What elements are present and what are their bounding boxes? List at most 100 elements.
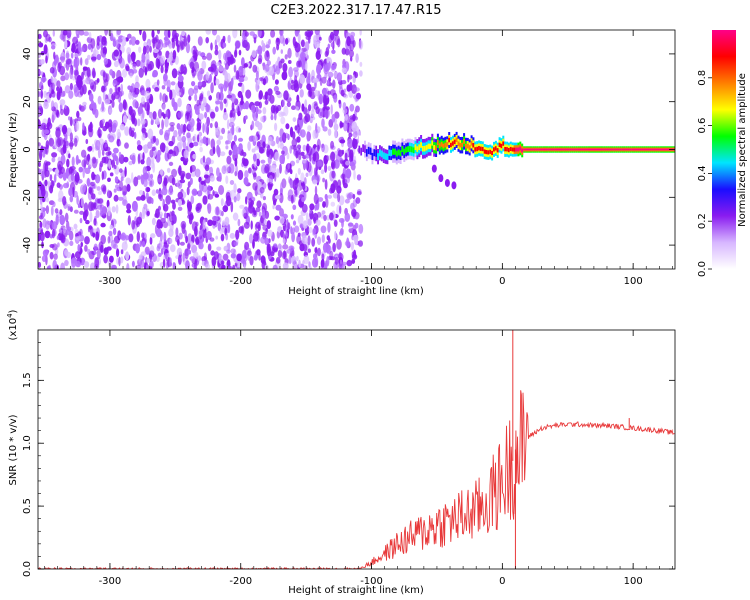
noise-speckle (122, 115, 128, 124)
noise-speckle (245, 89, 252, 99)
noise-speckle (333, 94, 338, 103)
noise-speckle (253, 36, 257, 44)
noise-speckle (189, 256, 196, 261)
signal-cell (386, 153, 389, 161)
noise-speckle (299, 89, 304, 98)
noise-speckle (128, 161, 133, 166)
noise-speckle (84, 236, 90, 245)
noise-speckle (275, 136, 280, 145)
noise-speckle (197, 255, 201, 262)
noise-speckle (230, 201, 234, 213)
noise-speckle (238, 143, 243, 152)
noise-speckle (54, 109, 60, 116)
noise-speckle (324, 193, 328, 200)
noise-speckle (340, 173, 346, 180)
noise-speckle (166, 79, 171, 91)
noise-speckle (38, 103, 42, 109)
noise-speckle (159, 243, 163, 249)
noise-speckle (39, 221, 43, 229)
snr-series-line (38, 390, 675, 569)
noise-speckle (312, 228, 315, 236)
noise-speckle (280, 116, 286, 125)
noise-speckle (235, 108, 238, 114)
noise-speckle (69, 132, 73, 142)
noise-speckle (65, 228, 71, 236)
noise-speckle (127, 85, 132, 90)
noise-speckle (341, 47, 347, 55)
noise-speckle (307, 125, 312, 132)
noise-speckle (119, 123, 125, 131)
noise-speckle (147, 128, 154, 140)
signal-cell (483, 149, 486, 154)
noise-speckle (298, 60, 302, 68)
noise-speckle (205, 37, 209, 44)
noise-speckle (238, 65, 244, 76)
noise-speckle (292, 179, 298, 191)
signal-cell (362, 144, 365, 152)
noise-speckle (146, 258, 151, 263)
noise-speckle (238, 49, 242, 56)
noise-speckle (155, 138, 160, 146)
noise-speckle (303, 177, 307, 185)
noise-speckle (359, 61, 363, 67)
noise-speckle (79, 210, 85, 215)
noise-speckle (307, 218, 312, 226)
noise-speckle (358, 223, 364, 234)
noise-speckle (332, 192, 339, 199)
noise-speckle (315, 219, 321, 226)
noise-speckle (304, 41, 310, 51)
noise-speckle (229, 180, 235, 185)
noise-speckle (101, 101, 105, 112)
noise-speckle (330, 104, 333, 115)
noise-speckle (243, 177, 249, 186)
noise-speckle (165, 146, 169, 154)
noise-speckle (107, 189, 110, 199)
noise-speckle (286, 152, 290, 160)
signal-cell (517, 147, 520, 152)
noise-speckle (256, 200, 262, 208)
noise-speckle (207, 193, 214, 200)
noise-speckle (289, 169, 293, 175)
noise-speckle (221, 127, 226, 135)
x-tick-label: 0 (499, 576, 505, 587)
noise-speckle (73, 223, 78, 230)
signal-cell (529, 148, 531, 151)
noise-speckle (168, 161, 174, 166)
noise-speckle (320, 258, 325, 268)
noise-speckle (348, 132, 353, 138)
signal-cell (657, 148, 660, 151)
noise-speckle (327, 194, 333, 199)
noise-speckle (308, 104, 312, 112)
noise-speckle (235, 70, 240, 80)
signal-cell (665, 148, 667, 151)
noise-speckle (159, 92, 162, 102)
noise-speckle (352, 130, 358, 139)
noise-speckle (249, 135, 255, 142)
noise-speckle (289, 145, 293, 154)
noise-speckle (150, 233, 156, 239)
noise-speckle (324, 108, 331, 119)
noise-speckle (108, 122, 113, 133)
signal-cell (418, 144, 421, 150)
signal-cell (375, 149, 378, 157)
noise-speckle (59, 209, 63, 216)
noise-speckle (209, 73, 212, 83)
colorbar-tick-label: 0.4 (697, 165, 708, 181)
noise-speckle (259, 186, 265, 194)
noise-speckle (69, 206, 73, 213)
signal-cell (621, 148, 624, 151)
noise-speckle (242, 151, 247, 157)
noise-speckle (251, 148, 256, 153)
noise-speckle (249, 255, 254, 266)
signal-cell (468, 145, 471, 150)
noise-speckle (245, 196, 248, 205)
signal-cell (550, 148, 553, 151)
noise-speckle (102, 90, 106, 101)
noise-speckle (211, 256, 217, 267)
signal-cell (597, 148, 600, 151)
noise-speckle (163, 73, 168, 82)
noise-speckle (159, 142, 166, 153)
noise-speckle (222, 253, 229, 261)
noise-speckle (91, 156, 97, 164)
noise-speckle (249, 233, 254, 244)
